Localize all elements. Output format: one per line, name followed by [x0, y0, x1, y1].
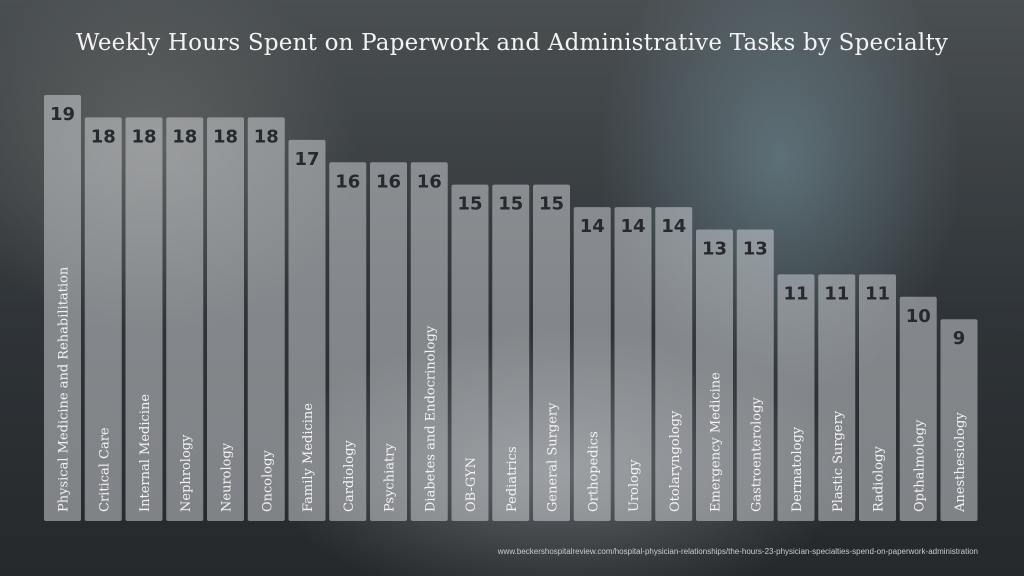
category-label: Gastroenterology: [749, 397, 764, 512]
category-label: Anesthesiology: [953, 412, 968, 513]
category-label: Physical Medicine and Rehabilitation: [57, 266, 72, 512]
bar-radiology: [859, 274, 896, 521]
category-label: Nephrology: [179, 434, 194, 512]
bar-gastroenterology: [736, 229, 774, 522]
value-label: 14: [661, 216, 686, 237]
category-label: Cardiology: [342, 439, 357, 512]
category-label: Critical Care: [97, 427, 112, 512]
bar-cardiology: [329, 162, 367, 521]
bar-opthalmology: [899, 296, 937, 521]
value-label: 11: [865, 283, 890, 304]
value-label: 18: [131, 126, 156, 147]
value-label: 14: [580, 216, 605, 237]
category-label: Oncology: [260, 450, 275, 512]
category-label: Radiology: [872, 446, 887, 512]
category-label: Diabetes and Endocrinology: [423, 325, 438, 512]
bar-ob-gyn: [451, 184, 489, 521]
value-label: 9: [953, 328, 966, 349]
value-label: 15: [539, 194, 564, 215]
category-label: Otolaryngology: [668, 410, 683, 512]
source-citation: www.beckershospitalreview.com/hospital-p…: [497, 547, 978, 556]
value-label: 14: [620, 216, 645, 237]
bar-urology: [614, 207, 652, 521]
category-label: Emergency Medicine: [709, 372, 724, 512]
category-label: General Surgery: [546, 402, 561, 512]
category-label: Pediatrics: [505, 446, 520, 512]
value-label: 19: [50, 104, 75, 125]
category-label: OB-GYN: [464, 457, 479, 512]
value-label: 18: [254, 126, 279, 147]
category-label: Dermatology: [790, 426, 805, 512]
bar-plastic-surgery: [818, 274, 856, 521]
value-label: 16: [335, 171, 360, 192]
bar-nephrology: [166, 117, 204, 521]
bar-anesthesiology: [940, 319, 978, 521]
value-label: 15: [498, 194, 523, 215]
bar-psychiatry: [370, 162, 407, 521]
bar-general-surgery: [533, 184, 570, 521]
bar-pediatrics: [492, 184, 530, 521]
category-label: Plastic Surgery: [831, 410, 846, 512]
bar-internal-medicine: [125, 117, 163, 521]
value-label: 17: [294, 149, 319, 170]
category-label: Family Medicine: [301, 403, 316, 512]
bar-diabetes-and-endocrinology: [410, 162, 448, 521]
category-label: Orthopedics: [586, 431, 601, 512]
value-label: 15: [457, 194, 482, 215]
value-label: 13: [702, 239, 727, 260]
bar-orthopedics: [573, 207, 611, 521]
bar-emergency-medicine: [696, 229, 733, 522]
bar-dermatology: [777, 274, 815, 521]
value-label: 10: [906, 306, 931, 327]
value-label: 11: [783, 283, 808, 304]
category-label: Psychiatry: [383, 443, 398, 512]
bar-critical-care: [84, 117, 122, 521]
chart-title: Weekly Hours Spent on Paperwork and Admi…: [75, 30, 949, 56]
category-label: Opthalmology: [912, 419, 927, 512]
value-label: 16: [376, 171, 401, 192]
category-label: Internal Medicine: [138, 394, 153, 512]
bar-physical-medicine-and-rehabilitation: [44, 95, 81, 521]
value-label: 11: [824, 283, 849, 304]
bar-oncology: [247, 117, 285, 521]
value-label: 18: [91, 126, 116, 147]
value-label: 13: [743, 239, 768, 260]
value-label: 18: [172, 126, 197, 147]
bar-otolaryngology: [655, 207, 693, 521]
category-label: Neurology: [220, 442, 235, 512]
value-label: 18: [213, 126, 238, 147]
value-label: 16: [417, 171, 442, 192]
bar-family-medicine: [288, 139, 326, 521]
bar-neurology: [207, 117, 244, 521]
category-label: Urology: [627, 459, 642, 512]
